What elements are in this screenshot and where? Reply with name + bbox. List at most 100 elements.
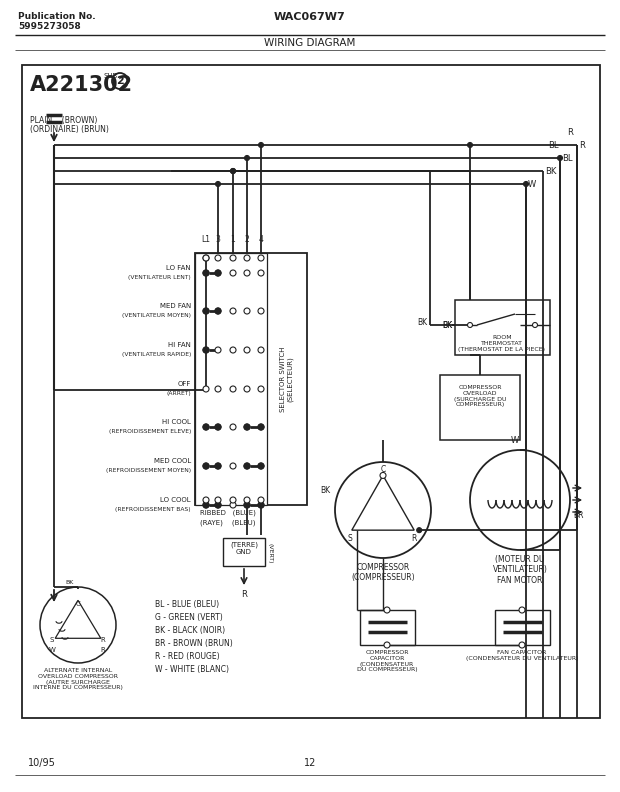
Text: LO COOL: LO COOL xyxy=(161,497,191,503)
Text: ROOM
THERMOSTAT
(THERMOSTAT DE LA PIECE): ROOM THERMOSTAT (THERMOSTAT DE LA PIECE) xyxy=(459,335,546,352)
Text: R: R xyxy=(100,647,105,653)
Circle shape xyxy=(244,497,250,503)
Circle shape xyxy=(203,308,209,314)
Text: COMPRESSOR
OVERLOAD
(SURCHARGE DU
COMPRESSEUR): COMPRESSOR OVERLOAD (SURCHARGE DU COMPRE… xyxy=(454,385,507,407)
Circle shape xyxy=(230,386,236,392)
Circle shape xyxy=(203,255,209,261)
Text: RIBBED   (BLUE): RIBBED (BLUE) xyxy=(200,510,256,516)
Circle shape xyxy=(523,181,528,186)
Text: (VENTILATEUR LENT): (VENTILATEUR LENT) xyxy=(128,275,191,280)
Circle shape xyxy=(258,463,264,469)
Text: BK: BK xyxy=(442,321,452,329)
Circle shape xyxy=(203,347,209,353)
Text: (ORDINAIRE) (BRUN): (ORDINAIRE) (BRUN) xyxy=(30,125,109,134)
Circle shape xyxy=(384,607,390,613)
Circle shape xyxy=(40,587,116,663)
Text: (VENTILATEUR RAPIDE): (VENTILATEUR RAPIDE) xyxy=(122,352,191,356)
Circle shape xyxy=(244,308,250,314)
Text: ALTERNATE INTERNAL
OVERLOAD COMPRESSOR
(AUTRE SURCHARGE
INTERNE DU COMPRESSEUR): ALTERNATE INTERNAL OVERLOAD COMPRESSOR (… xyxy=(33,668,123,691)
Text: SELECTOR SWITCH
(SELECTEUR): SELECTOR SWITCH (SELECTEUR) xyxy=(280,346,294,412)
Circle shape xyxy=(244,502,250,508)
Circle shape xyxy=(215,502,221,508)
Text: BK: BK xyxy=(66,580,74,585)
Bar xyxy=(440,375,520,440)
Circle shape xyxy=(244,270,250,276)
Circle shape xyxy=(230,347,236,353)
Circle shape xyxy=(533,322,538,328)
Text: BR: BR xyxy=(573,511,583,520)
Text: WAC067W7: WAC067W7 xyxy=(274,12,346,22)
Text: (VERT): (VERT) xyxy=(268,543,273,563)
Circle shape xyxy=(230,308,236,314)
Text: BK - BLACK (NOIR): BK - BLACK (NOIR) xyxy=(155,626,225,635)
Text: HI COOL: HI COOL xyxy=(162,419,191,425)
Bar xyxy=(195,253,267,505)
Text: Publication No.: Publication No. xyxy=(18,12,95,21)
Circle shape xyxy=(244,155,249,161)
Text: C: C xyxy=(76,601,81,607)
Circle shape xyxy=(258,270,264,276)
Circle shape xyxy=(259,143,263,147)
Bar xyxy=(455,300,550,355)
Circle shape xyxy=(215,386,221,392)
Circle shape xyxy=(258,424,264,430)
Circle shape xyxy=(203,497,209,503)
Circle shape xyxy=(244,347,250,353)
Text: W - WHITE (BLANC): W - WHITE (BLANC) xyxy=(155,665,229,674)
Text: OFF: OFF xyxy=(177,381,191,387)
Circle shape xyxy=(258,386,264,392)
Circle shape xyxy=(215,424,221,430)
Circle shape xyxy=(203,308,209,314)
Circle shape xyxy=(215,308,221,314)
Text: (VENTILATEUR MOYEN): (VENTILATEUR MOYEN) xyxy=(122,313,191,318)
Text: R: R xyxy=(579,140,585,150)
Circle shape xyxy=(231,169,236,173)
Circle shape xyxy=(215,424,221,430)
Text: L1: L1 xyxy=(202,235,211,244)
Bar xyxy=(195,253,307,505)
Text: R: R xyxy=(567,128,573,137)
Text: MED FAN: MED FAN xyxy=(160,303,191,309)
Text: (TERRE)
GND: (TERRE) GND xyxy=(230,542,258,555)
Circle shape xyxy=(244,424,250,430)
Circle shape xyxy=(203,424,209,430)
Text: 12: 12 xyxy=(304,758,316,768)
Text: C: C xyxy=(381,465,386,474)
Text: BL - BLUE (BLEU): BL - BLUE (BLEU) xyxy=(155,600,219,609)
Circle shape xyxy=(244,386,250,392)
Circle shape xyxy=(258,463,264,469)
Text: R - RED (ROUGE): R - RED (ROUGE) xyxy=(155,652,219,661)
Text: BL: BL xyxy=(562,154,572,162)
Circle shape xyxy=(244,255,250,261)
Text: COMPRESSOR
(COMPRESSEUR): COMPRESSOR (COMPRESSEUR) xyxy=(351,563,415,582)
Bar xyxy=(22,65,600,718)
Circle shape xyxy=(258,497,264,503)
Text: 3: 3 xyxy=(216,235,221,244)
Text: FAN CAPACITOR
(CONDENSATEUR DU VENTILATEUR): FAN CAPACITOR (CONDENSATEUR DU VENTILATE… xyxy=(466,650,578,661)
Circle shape xyxy=(215,270,221,276)
Circle shape xyxy=(258,308,264,314)
Circle shape xyxy=(230,463,236,469)
Circle shape xyxy=(203,270,209,276)
Circle shape xyxy=(230,255,236,261)
Circle shape xyxy=(203,502,209,508)
Circle shape xyxy=(203,424,209,430)
Circle shape xyxy=(215,308,221,314)
Circle shape xyxy=(519,642,525,648)
Text: (REFROIDISSEMENT ELEVE): (REFROIDISSEMENT ELEVE) xyxy=(108,428,191,433)
Circle shape xyxy=(203,463,209,469)
Circle shape xyxy=(244,502,250,508)
Circle shape xyxy=(216,181,221,186)
Text: (REFROIDISSEMENT MOYEN): (REFROIDISSEMENT MOYEN) xyxy=(106,467,191,473)
Circle shape xyxy=(215,502,221,508)
Text: BK: BK xyxy=(442,321,452,329)
Circle shape xyxy=(230,270,236,276)
Circle shape xyxy=(467,322,472,328)
Text: (RAYE)    (BLEU): (RAYE) (BLEU) xyxy=(200,519,255,526)
Circle shape xyxy=(258,347,264,353)
Text: WIRING DIAGRAM: WIRING DIAGRAM xyxy=(264,38,356,48)
Circle shape xyxy=(230,502,236,508)
Text: 2: 2 xyxy=(245,235,249,244)
Text: S: S xyxy=(347,534,352,543)
Circle shape xyxy=(467,143,472,147)
